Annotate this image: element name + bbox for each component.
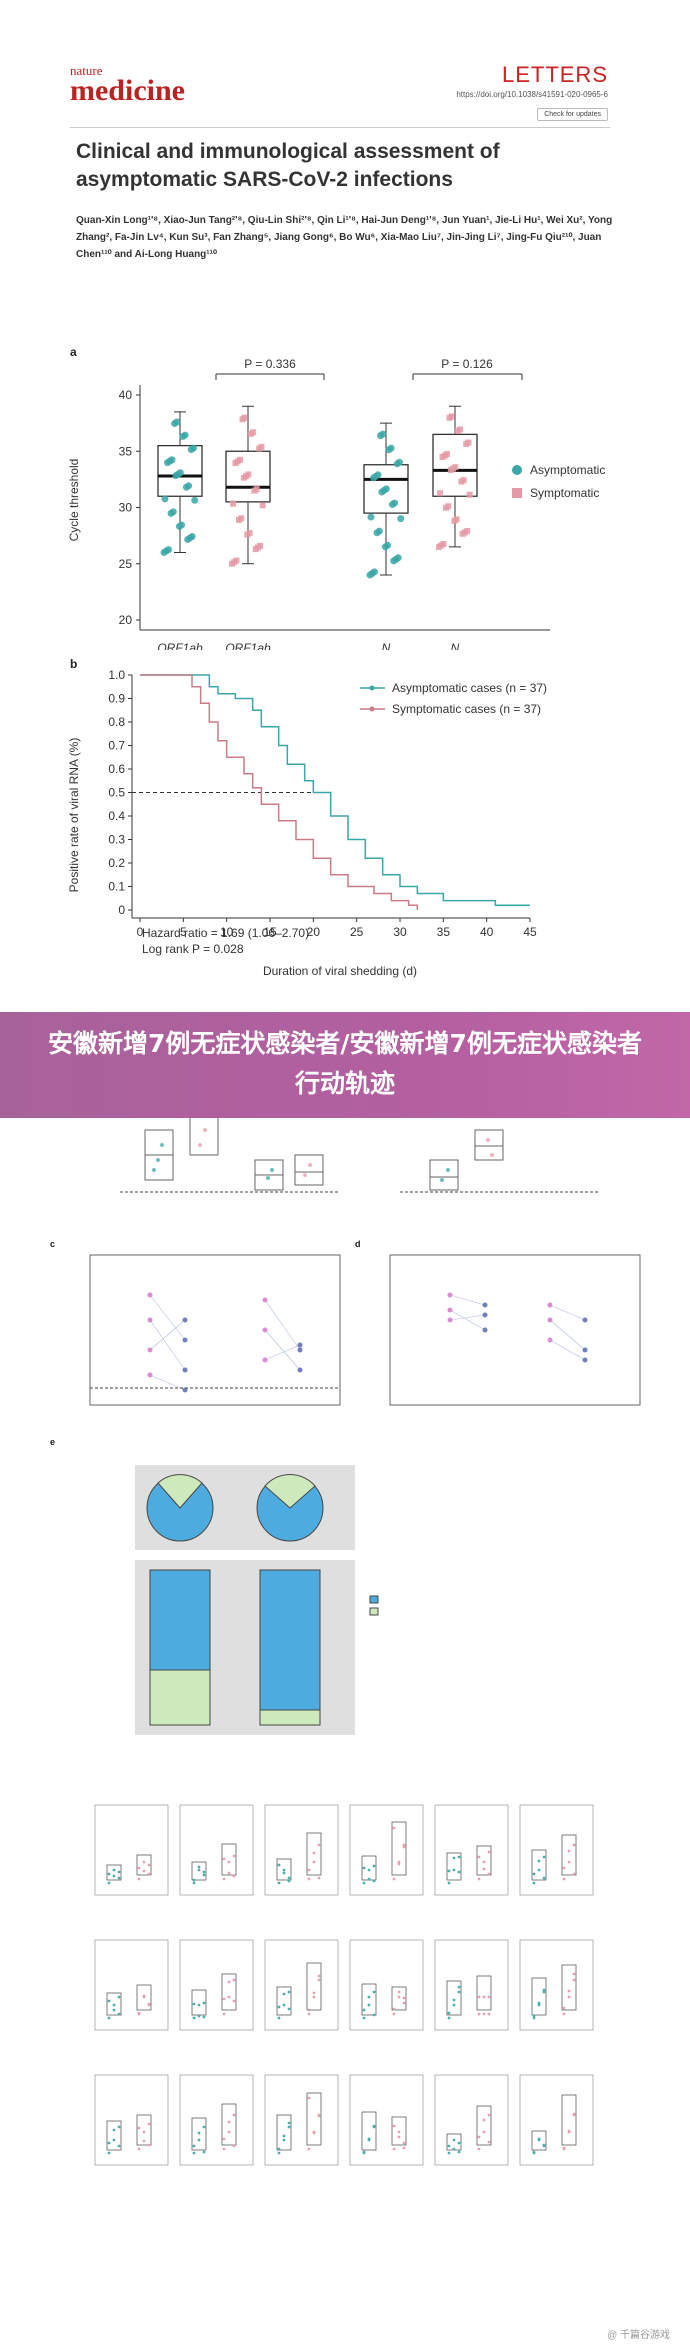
igg-igm-boxes	[144, 1109, 504, 1191]
cytokine-mini-plot	[94, 2074, 169, 2166]
news-banner-text: 安徽新增7例无症状感染者/安徽新增7例无症状感染者行动轨迹	[48, 1029, 642, 1098]
y-tick-label: 0.6	[108, 762, 125, 776]
cytokine-mini-plot	[179, 1804, 254, 1896]
x-tick-label: 10	[220, 925, 234, 939]
box-plot-cycle-threshold: Cycle threshold 20 25 30 35 40 P = 0.336 P =…	[67, 357, 605, 650]
y-tick-label: 20	[119, 613, 133, 627]
x-axis-label: Duration of viral shedding (d)	[263, 964, 417, 978]
panel-c-frame	[89, 1254, 341, 1406]
log-rank-annotation: Log rank P = 0.028	[142, 942, 244, 956]
survival-curve-viral-shedding: Positive rate of viral RNA (%) Duration …	[67, 668, 547, 978]
y-tick-label: 35	[119, 444, 133, 458]
legend-asymptomatic: Asymptomatic	[530, 463, 605, 477]
y-axis-label: Cycle threshold	[67, 459, 81, 542]
legend-symptomatic-cases: Symptomatic cases (n = 37)	[392, 702, 541, 716]
cytokine-mini-plot	[264, 1804, 339, 1896]
y-tick-label: 0.8	[108, 715, 125, 729]
survival-line-symptomatic	[140, 674, 419, 910]
x-tick-label: 45	[523, 925, 537, 939]
panel-label-lower-e: e	[50, 1437, 55, 1447]
author-list: Quan-Xin Long¹ʹ⁸, Xiao-Jun Tang²ʹ⁸, Qiu-…	[76, 215, 613, 260]
y-tick-label: 0	[118, 903, 125, 917]
x-tick-label: ORF1ab	[157, 641, 203, 650]
y-axis-label: Positive rate of viral RNA (%)	[67, 738, 81, 893]
y-tick-label: 40	[119, 388, 133, 402]
y-tick-label: 1.0	[108, 668, 125, 682]
x-tick-label: 5	[180, 925, 187, 939]
x-tick-label: 15	[263, 925, 277, 939]
section-label: LETTERS	[501, 62, 608, 87]
check-updates-badge[interactable]: Check for updates	[537, 108, 608, 121]
box-orf1ab-symptomatic	[225, 405, 271, 567]
panel-d-frame	[389, 1254, 641, 1406]
x-tick-label: N	[382, 641, 391, 650]
y-tick-label: 0.4	[108, 809, 125, 823]
legend-symptomatic: Symptomatic	[530, 486, 599, 500]
x-tick-label: 35	[437, 925, 451, 939]
cytokine-mini-plot	[94, 1804, 169, 1896]
box-orf1ab-asymptomatic	[157, 411, 203, 556]
cytokine-mini-plot	[519, 1939, 594, 2031]
y-tick-label: 0.1	[108, 880, 125, 894]
doi-link[interactable]: https://doi.org/10.1038/s41591-020-0965-…	[456, 90, 608, 99]
hazard-ratio-annotation: Hazard ratio = 1.69 (1.06–2.70)	[142, 926, 309, 940]
x-tick-label: N	[451, 641, 460, 650]
cytokine-mini-plot	[264, 1939, 339, 2031]
cytokine-mini-plot	[94, 1939, 169, 2031]
cytokine-mini-plot	[434, 2074, 509, 2166]
x-tick-label: 0	[137, 925, 144, 939]
y-tick-label: 30	[119, 501, 133, 515]
journal-logo-nature: nature	[70, 63, 103, 78]
paper-title: Clinical and immunological assessment of…	[76, 140, 500, 191]
cytokine-mini-plot	[519, 2074, 594, 2166]
p-value-n: P = 0.126	[441, 357, 493, 371]
bar-symptomatic-pos	[259, 1569, 321, 1711]
p-value-orf1ab: P = 0.336	[244, 357, 296, 371]
watermark: @ 千篇谷游戏	[607, 2330, 670, 2341]
panel-label-b: b	[70, 657, 78, 671]
bar-asymptomatic-pos	[149, 1569, 211, 1671]
cytokine-mini-plot	[519, 1804, 594, 1896]
panel-label-lower-c: c	[50, 1239, 55, 1249]
y-tick-label: 0.2	[108, 856, 125, 870]
y-tick-label: 0.5	[108, 786, 125, 800]
x-tick-label: 30	[393, 925, 407, 939]
x-tick-label: 25	[350, 925, 364, 939]
y-tick-label: 25	[119, 557, 133, 571]
bar-asymptomatic-neg	[149, 1669, 211, 1726]
cytokine-mini-plot	[434, 1804, 509, 1896]
legend-square-symptomatic	[512, 488, 522, 498]
cytokine-mini-plot	[264, 2074, 339, 2166]
supplementary-figure-panels: a b c d e	[50, 1022, 641, 2166]
news-banner	[0, 1012, 690, 1118]
x-tick-label: 20	[307, 925, 321, 939]
cytokine-mini-plot	[349, 1804, 424, 1896]
legend-dot-asymptomatic	[512, 465, 522, 475]
x-tick-label: 40	[480, 925, 494, 939]
panel-label-a: a	[70, 345, 77, 359]
cytokine-mini-plot	[179, 1939, 254, 2031]
panel-label-lower-d: d	[355, 1239, 361, 1249]
y-tick-label: 0.3	[108, 833, 125, 847]
cytokine-mini-plot	[434, 1939, 509, 2031]
y-tick-label: 0.9	[108, 692, 125, 706]
box-n-symptomatic	[432, 405, 478, 550]
y-tick-label: 0.7	[108, 739, 125, 753]
bar-symptomatic-neg	[259, 1709, 321, 1726]
cytokine-mini-plot	[349, 1939, 424, 2031]
cytokine-mini-plot	[349, 2074, 424, 2166]
legend-asymptomatic-cases: Asymptomatic cases (n = 37)	[392, 681, 547, 695]
journal-logo-medicine: medicine	[70, 74, 185, 107]
survival-line-asymptomatic	[140, 674, 530, 907]
header-divider	[70, 127, 610, 128]
box-n-asymptomatic	[363, 422, 409, 579]
cytokine-mini-plot	[179, 2074, 254, 2166]
x-tick-label: ORF1ab	[225, 641, 271, 650]
